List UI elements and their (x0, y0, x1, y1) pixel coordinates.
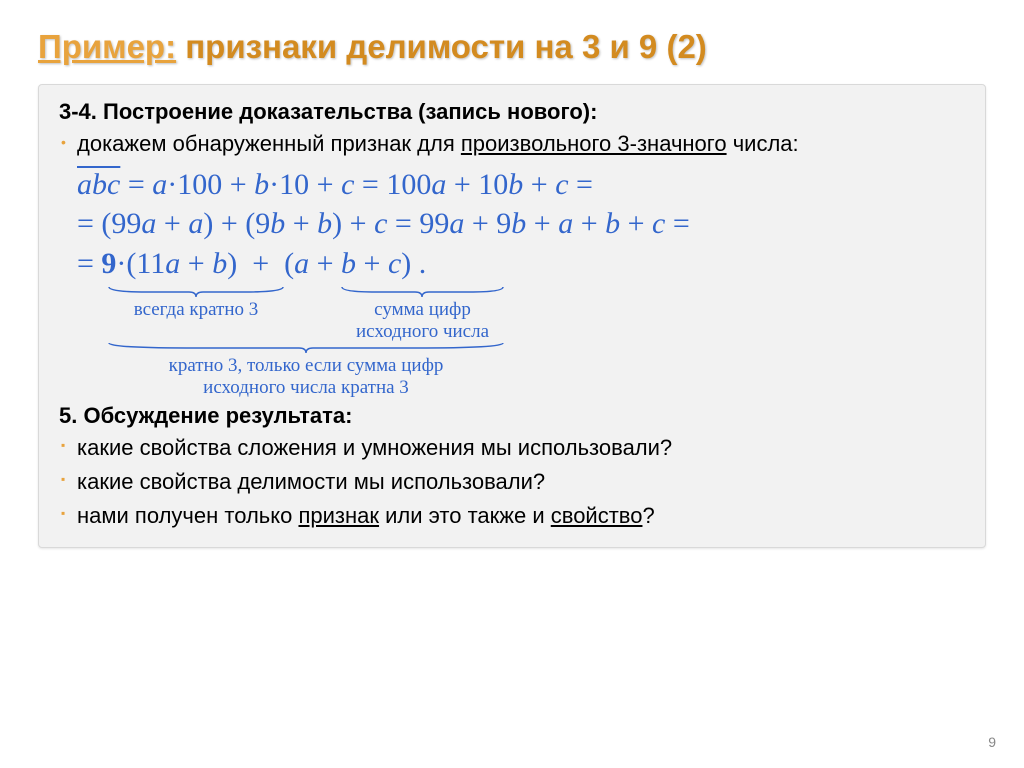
q3-u2: свойство (551, 503, 643, 528)
math-block: abc = a·100 + b·10 + c = 100a + 10b + c … (77, 165, 965, 284)
math-abc: abc (77, 168, 120, 201)
math-line2: = (99a + a) + (9b + b) + c = 99a + 9b + … (77, 204, 965, 244)
brace-icon (107, 285, 285, 299)
brace1-label: всегда кратно 3 (107, 300, 285, 321)
q3-pre: нами получен только (77, 503, 298, 528)
content-box: 3-4. Построение доказательства (запись н… (38, 84, 986, 548)
brace3-label-l1: кратно 3, только если сумма цифр (107, 356, 505, 377)
bullet-pre: докажем обнаруженный признак для (77, 131, 461, 156)
section1-bullet: докажем обнаруженный признак для произво… (59, 129, 965, 159)
bullet-under: произвольного 3-значного (461, 131, 727, 156)
q3: нами получен только признак или это такж… (59, 501, 965, 531)
brace-row-2: кратно 3, только если сумма цифр исходно… (77, 341, 965, 399)
title-underlined: Пример: (38, 28, 176, 65)
section1-heading: 3-4. Построение доказательства (запись н… (59, 99, 965, 125)
brace-icon (340, 285, 505, 299)
brace-icon (107, 341, 505, 355)
brace3: кратно 3, только если сумма цифр исходно… (107, 341, 505, 399)
brace2: сумма цифр исходного числа (340, 285, 505, 343)
q3-post: ? (642, 503, 654, 528)
section2-heading: 5. Обсуждение результата: (59, 403, 965, 429)
brace2-label-l2: исходного числа (340, 322, 505, 343)
q1: какие свойства сложения и умножения мы и… (59, 433, 965, 463)
brace3-label-l2: исходного числа кратна 3 (107, 378, 505, 399)
q3-u1: признак (298, 503, 379, 528)
bullet-post: числа: (727, 131, 799, 156)
page-number: 9 (988, 734, 996, 750)
brace2-label-l1: сумма цифр (340, 300, 505, 321)
title-rest: признаки делимости на 3 и 9 (2) (176, 28, 707, 65)
brace-row-1: всегда кратно 3 сумма цифр исходного чис… (77, 285, 965, 341)
brace1: всегда кратно 3 (107, 285, 285, 321)
q2: какие свойства делимости мы использовали… (59, 467, 965, 497)
math-line1-rest: = a·100 + b·10 + c = 100a + 10b + c = (120, 168, 593, 201)
q3-mid: или это также и (379, 503, 551, 528)
slide-title: Пример: признаки делимости на 3 и 9 (2) (38, 28, 986, 66)
math-line3: = 9·(11a + b) + (a + b + c) . (77, 244, 965, 284)
math-line1: abc = a·100 + b·10 + c = 100a + 10b + c … (77, 165, 965, 205)
